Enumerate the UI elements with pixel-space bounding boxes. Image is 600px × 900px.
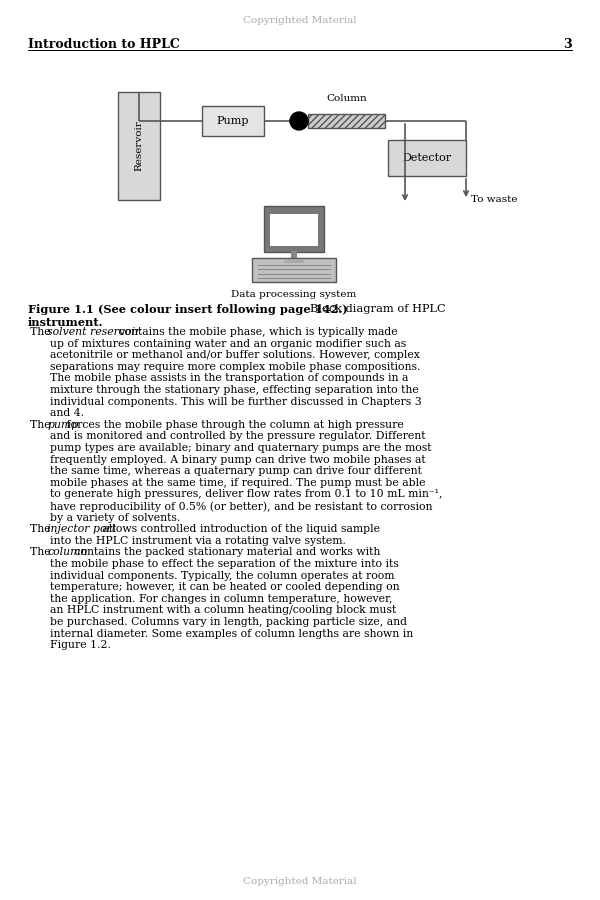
Text: contains the mobile phase, which is typically made: contains the mobile phase, which is typi…: [115, 327, 398, 337]
Text: mixture through the stationary phase, effecting separation into the: mixture through the stationary phase, ef…: [50, 385, 419, 395]
Text: Detector: Detector: [403, 153, 452, 163]
Text: The mobile phase assists in the transportation of compounds in a: The mobile phase assists in the transpor…: [50, 374, 409, 383]
Text: temperature; however, it can be heated or cooled depending on: temperature; however, it can be heated o…: [50, 582, 400, 592]
Text: The: The: [30, 547, 54, 557]
FancyBboxPatch shape: [270, 214, 318, 246]
Text: Figure 1.1 (See colour insert following page 142.): Figure 1.1 (See colour insert following …: [28, 304, 348, 315]
FancyBboxPatch shape: [388, 140, 466, 176]
Text: Introduction to HPLC: Introduction to HPLC: [28, 38, 180, 51]
Text: Copyrighted Material: Copyrighted Material: [243, 877, 357, 886]
Text: 3: 3: [563, 38, 572, 51]
Text: Copyrighted Material: Copyrighted Material: [243, 16, 357, 25]
Text: an HPLC instrument with a column heating/cooling block must: an HPLC instrument with a column heating…: [50, 606, 396, 616]
Text: have reproducibility of 0.5% (or better), and be resistant to corrosion: have reproducibility of 0.5% (or better)…: [50, 501, 433, 511]
Text: be purchased. Columns vary in length, packing particle size, and: be purchased. Columns vary in length, pa…: [50, 617, 407, 627]
FancyBboxPatch shape: [308, 114, 385, 128]
FancyBboxPatch shape: [202, 106, 264, 136]
Text: The: The: [30, 524, 54, 535]
Text: pump: pump: [47, 419, 79, 430]
Text: The: The: [30, 327, 54, 337]
Text: individual components. This will be further discussed in Chapters 3: individual components. This will be furt…: [50, 397, 422, 407]
Text: acetonitrile or methanol and/or buffer solutions. However, complex: acetonitrile or methanol and/or buffer s…: [50, 350, 420, 360]
FancyBboxPatch shape: [284, 260, 304, 263]
Text: Reservoir: Reservoir: [134, 121, 143, 171]
Text: and 4.: and 4.: [50, 409, 84, 419]
Text: into the HPLC instrument via a rotating valve system.: into the HPLC instrument via a rotating …: [50, 536, 346, 545]
Text: up of mixtures containing water and an organic modifier such as: up of mixtures containing water and an o…: [50, 338, 406, 348]
Text: by a variety of solvents.: by a variety of solvents.: [50, 513, 180, 523]
FancyBboxPatch shape: [118, 92, 160, 200]
Text: solvent reservoir: solvent reservoir: [47, 327, 140, 337]
Text: instrument.: instrument.: [28, 317, 104, 328]
Text: Pump: Pump: [217, 116, 249, 126]
Text: pump types are available; binary and quaternary pumps are the most: pump types are available; binary and qua…: [50, 443, 431, 453]
Text: the same time, whereas a quaternary pump can drive four different: the same time, whereas a quaternary pump…: [50, 466, 422, 476]
Text: and is monitored and controlled by the pressure regulator. Different: and is monitored and controlled by the p…: [50, 431, 425, 441]
Text: column: column: [47, 547, 88, 557]
Text: forces the mobile phase through the column at high pressure: forces the mobile phase through the colu…: [64, 419, 404, 430]
Text: injector port: injector port: [47, 524, 116, 535]
Text: individual components. Typically, the column operates at room: individual components. Typically, the co…: [50, 571, 395, 580]
Text: frequently employed. A binary pump can drive two mobile phases at: frequently employed. A binary pump can d…: [50, 454, 425, 464]
Text: the mobile phase to effect the separation of the mixture into its: the mobile phase to effect the separatio…: [50, 559, 399, 569]
Text: contains the packed stationary material and works with: contains the packed stationary material …: [71, 547, 381, 557]
Text: the application. For changes in column temperature, however,: the application. For changes in column t…: [50, 594, 392, 604]
FancyBboxPatch shape: [252, 258, 336, 282]
Text: Block diagram of HPLC: Block diagram of HPLC: [310, 304, 446, 314]
Text: Column: Column: [326, 94, 367, 103]
Circle shape: [290, 112, 308, 130]
Text: to generate high pressures, deliver flow rates from 0.1 to 10 mL min⁻¹,: to generate high pressures, deliver flow…: [50, 490, 443, 500]
Text: To waste: To waste: [471, 195, 517, 204]
Text: The: The: [30, 419, 54, 430]
Text: separations may require more complex mobile phase compositions.: separations may require more complex mob…: [50, 362, 421, 372]
Text: Data processing system: Data processing system: [232, 290, 356, 299]
Text: allows controlled introduction of the liquid sample: allows controlled introduction of the li…: [100, 524, 380, 535]
FancyBboxPatch shape: [264, 206, 324, 252]
Text: internal diameter. Some examples of column lengths are shown in: internal diameter. Some examples of colu…: [50, 628, 413, 639]
Text: mobile phases at the same time, if required. The pump must be able: mobile phases at the same time, if requi…: [50, 478, 425, 488]
Text: Figure 1.2.: Figure 1.2.: [50, 640, 111, 650]
FancyBboxPatch shape: [291, 251, 297, 258]
